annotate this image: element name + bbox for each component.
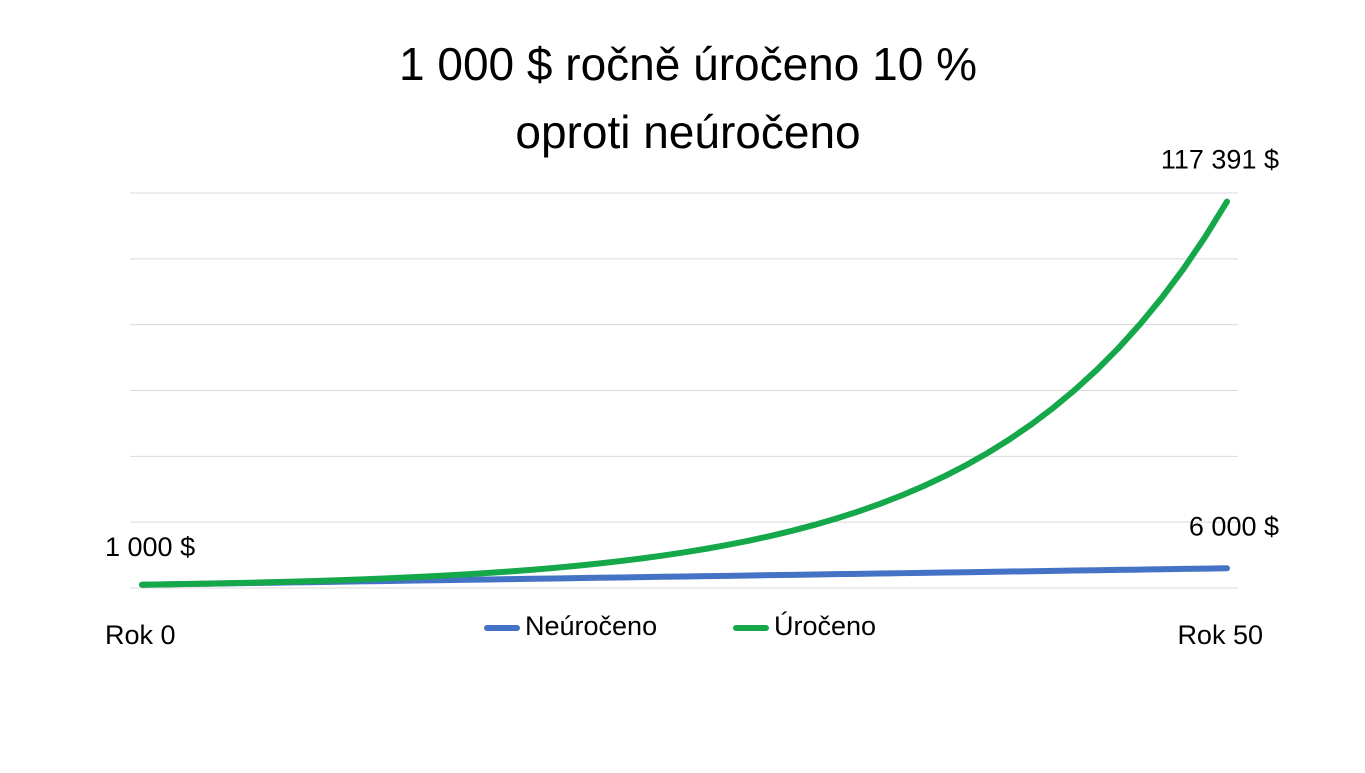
data-label: 6 000 $ xyxy=(1189,511,1279,541)
legend-label: Úročeno xyxy=(774,610,876,641)
data-label: 1 000 $ xyxy=(105,532,195,562)
series-line xyxy=(139,198,1230,588)
x-tick-label: Rok 50 xyxy=(1177,620,1263,650)
legend-label: Neúročeno xyxy=(525,611,657,641)
x-tick-label: Rok 0 xyxy=(105,620,176,650)
data-label: 117 391 $ xyxy=(1161,145,1279,175)
chart-title: oproti neúročeno xyxy=(515,106,860,158)
chart-title: 1 000 $ ročně úročeno 10 % xyxy=(399,38,977,90)
